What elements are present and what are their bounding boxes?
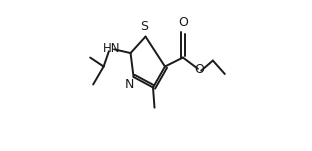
- Text: O: O: [178, 16, 188, 29]
- Text: S: S: [140, 20, 148, 33]
- Text: O: O: [194, 63, 204, 76]
- Text: HN: HN: [103, 42, 121, 55]
- Text: N: N: [125, 79, 134, 92]
